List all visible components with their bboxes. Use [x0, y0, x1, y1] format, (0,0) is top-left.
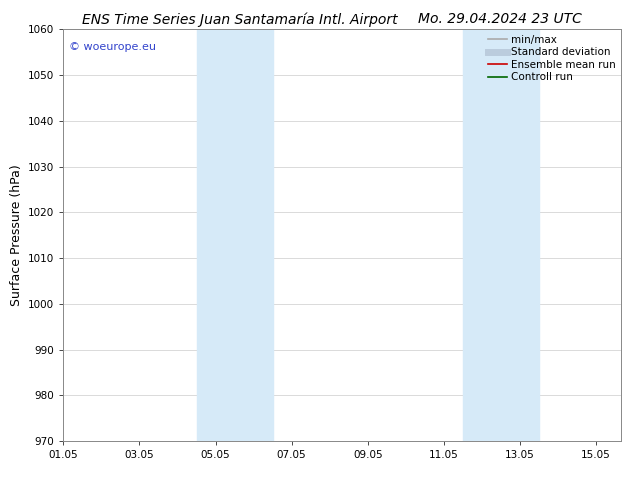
Y-axis label: Surface Pressure (hPa): Surface Pressure (hPa)	[10, 164, 23, 306]
Bar	[197, 29, 273, 441]
Bar	[463, 29, 539, 441]
Legend: min/max, Standard deviation, Ensemble mean run, Controll run: min/max, Standard deviation, Ensemble me…	[486, 32, 618, 84]
Text: ENS Time Series Juan Santamaría Intl. Airport: ENS Time Series Juan Santamaría Intl. Ai…	[82, 12, 398, 27]
Text: © woeurope.eu: © woeurope.eu	[69, 42, 156, 52]
Text: Mo. 29.04.2024 23 UTC: Mo. 29.04.2024 23 UTC	[418, 12, 582, 26]
